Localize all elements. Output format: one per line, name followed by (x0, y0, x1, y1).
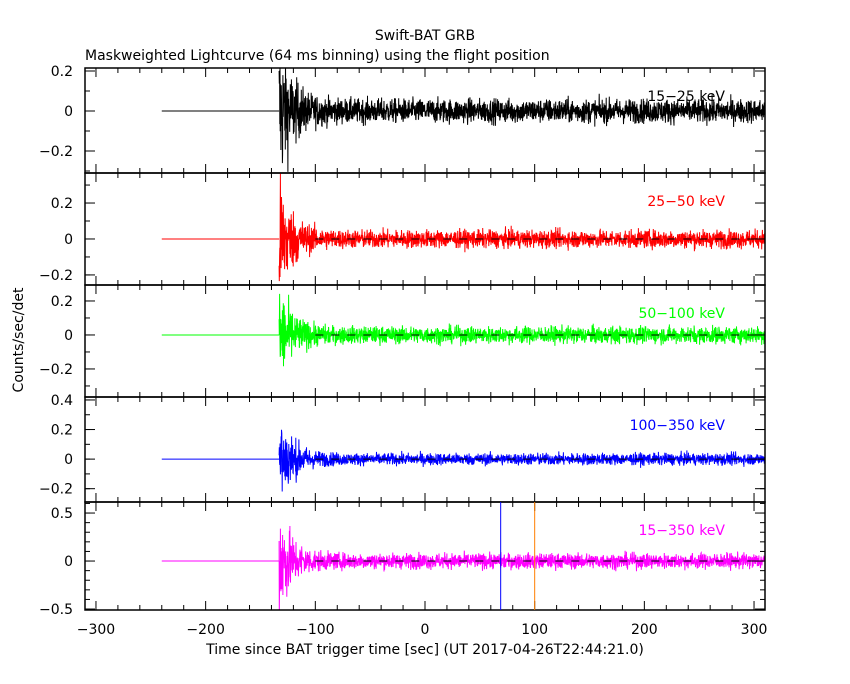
chart-title: Swift-BAT GRB (375, 28, 475, 44)
y-tick-label: 0 (64, 328, 73, 344)
x-tick-label: 200 (631, 622, 658, 638)
series-line (278, 173, 765, 282)
y-tick-label: 0.2 (51, 294, 73, 310)
x-tick-label: 0 (421, 622, 430, 638)
y-tick-label: 0.4 (51, 393, 73, 409)
y-tick-label: 0.2 (51, 64, 73, 80)
x-tick-label: −300 (77, 622, 115, 638)
y-tick-label: −0.2 (39, 482, 73, 498)
y-tick-label: −0.2 (39, 268, 73, 284)
y-tick-label: 0.2 (51, 423, 73, 439)
x-tick-label: 100 (521, 622, 548, 638)
y-tick-label: 0.2 (51, 196, 73, 212)
x-tick-label: −100 (296, 622, 334, 638)
y-tick-label: 0 (64, 452, 73, 468)
series-label: 15−25 keV (647, 89, 725, 105)
y-tick-label: −0.2 (39, 362, 73, 378)
y-tick-label: −0.2 (39, 144, 73, 160)
y-tick-label: 0 (64, 232, 73, 248)
y-tick-label: 0 (64, 104, 73, 120)
series-label: 50−100 keV (638, 306, 725, 322)
series-line (278, 293, 765, 367)
series-line (278, 429, 765, 492)
y-tick-label: −0.5 (39, 602, 73, 618)
series-label: 15−350 keV (638, 523, 725, 539)
series-label: 100−350 keV (630, 418, 726, 434)
x-tick-label: 300 (741, 622, 768, 638)
x-axis-label: Time since BAT trigger time [sec] (UT 20… (205, 642, 644, 658)
series-line (278, 68, 765, 172)
x-tick-label: −200 (186, 622, 224, 638)
chart-subtitle: Maskweighted Lightcurve (64 ms binning) … (85, 48, 550, 64)
panel-frame (84, 172, 766, 286)
panel-frame (84, 396, 766, 503)
y-tick-label: 0 (64, 554, 73, 570)
y-tick-label: 0.5 (51, 506, 73, 522)
series-label: 25−50 keV (647, 194, 725, 210)
y-axis-label: Counts/sec/det (11, 287, 27, 392)
series-line (278, 525, 765, 610)
